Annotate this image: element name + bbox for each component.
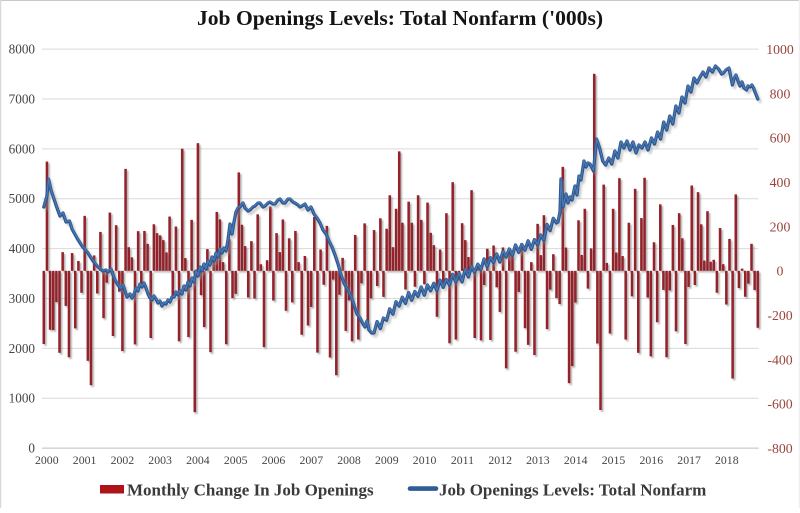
svg-text:Job Openings Levels: Total Non: Job Openings Levels: Total Nonfarm — [439, 481, 706, 500]
svg-text:2016: 2016 — [640, 453, 664, 467]
svg-text:2007: 2007 — [300, 453, 324, 467]
svg-text:3000: 3000 — [9, 291, 36, 306]
svg-text:2002: 2002 — [111, 453, 135, 467]
svg-text:1000: 1000 — [9, 391, 36, 406]
svg-text:2000: 2000 — [35, 453, 59, 467]
svg-text:2015: 2015 — [602, 453, 626, 467]
svg-text:2010: 2010 — [413, 453, 437, 467]
svg-text:8000: 8000 — [9, 42, 36, 57]
svg-text:2005: 2005 — [224, 453, 248, 467]
svg-text:5000: 5000 — [9, 191, 36, 206]
svg-text:2001: 2001 — [73, 453, 97, 467]
svg-text:Monthly Change In Job Openings: Monthly Change In Job Openings — [127, 481, 374, 500]
svg-text:200: 200 — [770, 219, 791, 234]
svg-text:6000: 6000 — [9, 141, 36, 156]
svg-text:400: 400 — [770, 175, 791, 190]
svg-text:2014: 2014 — [564, 453, 588, 467]
svg-text:2018: 2018 — [715, 453, 739, 467]
svg-text:-800: -800 — [767, 441, 792, 456]
svg-text:2003: 2003 — [148, 453, 172, 467]
svg-text:800: 800 — [770, 86, 791, 101]
svg-text:4000: 4000 — [9, 241, 36, 256]
svg-text:0: 0 — [28, 441, 35, 456]
svg-text:Job Openings Levels: Total Non: Job Openings Levels: Total Nonfarm ('000… — [197, 6, 603, 30]
svg-text:2011: 2011 — [451, 453, 474, 467]
svg-text:1000: 1000 — [766, 42, 794, 57]
svg-text:-400: -400 — [767, 352, 792, 367]
svg-text:2009: 2009 — [375, 453, 399, 467]
svg-text:2017: 2017 — [677, 453, 701, 467]
svg-text:2006: 2006 — [262, 453, 286, 467]
svg-text:-600: -600 — [767, 397, 792, 412]
svg-text:600: 600 — [770, 131, 791, 146]
svg-text:7000: 7000 — [9, 91, 36, 106]
svg-text:2004: 2004 — [186, 453, 210, 467]
svg-text:2013: 2013 — [526, 453, 550, 467]
svg-text:0: 0 — [777, 264, 784, 279]
svg-text:2012: 2012 — [488, 453, 512, 467]
svg-text:2000: 2000 — [9, 341, 36, 356]
svg-text:2008: 2008 — [337, 453, 361, 467]
svg-text:-200: -200 — [767, 308, 792, 323]
